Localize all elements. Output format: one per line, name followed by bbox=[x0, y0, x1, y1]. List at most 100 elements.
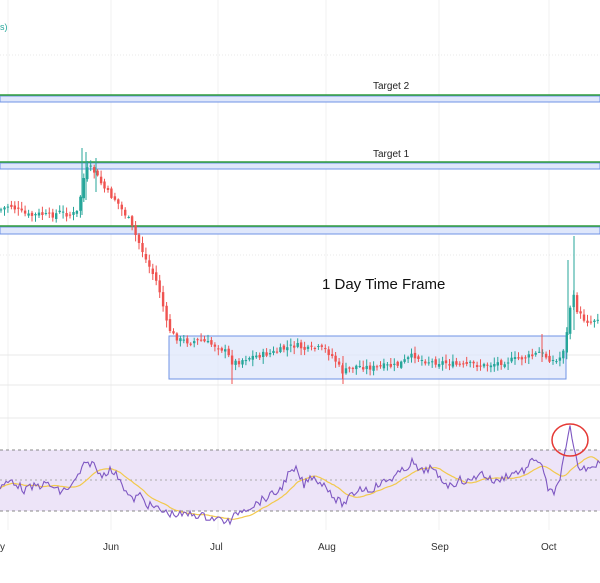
candle-body bbox=[579, 311, 582, 314]
candle-body bbox=[279, 347, 282, 352]
candle-body bbox=[296, 343, 299, 347]
target-1-zone bbox=[0, 162, 600, 170]
candle-body bbox=[586, 320, 589, 323]
candle-body bbox=[6, 206, 10, 208]
candle-body bbox=[293, 345, 296, 348]
candle-body bbox=[275, 351, 279, 353]
candle-body bbox=[400, 361, 403, 368]
candle-body bbox=[469, 361, 472, 363]
candle-body bbox=[517, 357, 520, 359]
candle-body bbox=[420, 360, 424, 361]
candle-body bbox=[220, 348, 223, 351]
candle-body bbox=[524, 357, 527, 359]
x-tick-jul: Jul bbox=[210, 542, 223, 553]
candle-body bbox=[437, 364, 441, 367]
candle-body bbox=[506, 362, 510, 364]
candle-body bbox=[500, 360, 503, 365]
candle-body bbox=[355, 365, 358, 370]
candle-body bbox=[99, 176, 103, 184]
candle-body bbox=[462, 363, 465, 365]
x-axis: y Jun Jul Aug Sep Oct bbox=[0, 542, 557, 553]
candle-body bbox=[451, 361, 455, 367]
candle-body bbox=[268, 353, 272, 355]
candle-body bbox=[344, 368, 348, 374]
candle-body bbox=[569, 307, 572, 334]
rsi-line bbox=[0, 425, 600, 526]
x-tick-aug: Aug bbox=[318, 542, 336, 553]
candle-body bbox=[23, 210, 27, 214]
candle-body bbox=[375, 366, 379, 368]
candlesticks bbox=[0, 148, 599, 384]
candle-body bbox=[165, 305, 168, 321]
candle-body bbox=[168, 319, 172, 331]
candle-body bbox=[72, 212, 75, 215]
candle-body bbox=[455, 361, 458, 365]
candle-body bbox=[482, 364, 486, 367]
rsi-ma-line bbox=[0, 456, 600, 520]
target-1-label: Target 1 bbox=[373, 149, 410, 160]
support-zone bbox=[0, 226, 600, 235]
candle-body bbox=[444, 360, 448, 364]
candle-body bbox=[531, 354, 534, 357]
rsi-highlight-circle bbox=[551, 423, 589, 457]
candle-body bbox=[282, 345, 286, 350]
candle-body bbox=[417, 356, 420, 359]
candle-body bbox=[41, 212, 44, 215]
candle-body bbox=[158, 280, 161, 293]
candle-body bbox=[541, 352, 544, 354]
candle-body bbox=[186, 338, 189, 344]
candle-body bbox=[182, 339, 185, 341]
candle-body bbox=[589, 321, 593, 323]
candle-body bbox=[358, 366, 361, 367]
time-frame-label: 1 Day Time Frame bbox=[322, 276, 445, 293]
candle-body bbox=[413, 352, 417, 359]
candle-body bbox=[148, 260, 151, 267]
target-2-zone bbox=[0, 95, 600, 103]
candle-body bbox=[551, 360, 555, 361]
candle-body bbox=[503, 364, 506, 367]
candle-body bbox=[286, 347, 289, 351]
candle-body bbox=[520, 357, 524, 360]
candle-body bbox=[317, 346, 320, 347]
candle-body bbox=[299, 342, 303, 349]
candle-body bbox=[262, 351, 265, 357]
candle-body bbox=[389, 364, 392, 367]
candle-body bbox=[486, 364, 489, 366]
candle-body bbox=[217, 348, 220, 350]
candle-body bbox=[334, 355, 337, 362]
candle-body bbox=[410, 353, 413, 358]
candle-body bbox=[272, 350, 275, 353]
x-tick-may: y bbox=[0, 542, 5, 553]
candle-body bbox=[255, 355, 258, 358]
candle-body bbox=[34, 214, 37, 216]
candle-body bbox=[575, 295, 579, 313]
candle-body bbox=[465, 362, 468, 364]
candle-body bbox=[331, 354, 334, 356]
candle-body bbox=[55, 213, 58, 219]
candle-body bbox=[234, 360, 237, 365]
candle-body bbox=[241, 360, 244, 365]
candle-body bbox=[513, 357, 517, 359]
candle-body bbox=[82, 178, 85, 199]
candle-body bbox=[113, 196, 117, 200]
candle-body bbox=[51, 212, 54, 218]
candle-body bbox=[68, 214, 72, 216]
candle-body bbox=[44, 213, 48, 214]
candle-body bbox=[155, 272, 158, 281]
header-partial-label: s) bbox=[0, 22, 8, 32]
candle-body bbox=[386, 364, 389, 366]
candle-body bbox=[141, 243, 144, 253]
candle-body bbox=[403, 359, 406, 362]
candle-body bbox=[313, 348, 317, 349]
candle-body bbox=[479, 365, 482, 367]
candle-body bbox=[379, 365, 382, 367]
candle-body bbox=[134, 225, 137, 235]
candle-body bbox=[393, 363, 396, 365]
candle-body bbox=[351, 367, 355, 369]
candle-body bbox=[20, 208, 23, 211]
candle-body bbox=[368, 365, 372, 370]
candle-body bbox=[489, 365, 493, 368]
candle-body bbox=[565, 332, 568, 353]
